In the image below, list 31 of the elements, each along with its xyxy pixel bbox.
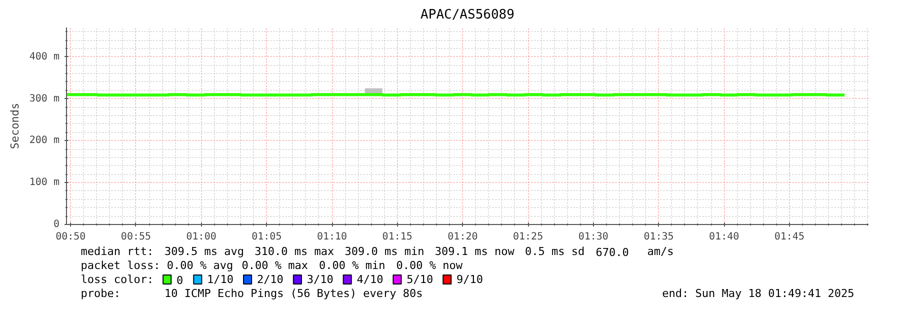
y-axis-title: Seconds [8,102,22,150]
text: end: Sun May 18 01:49:41 2025 [662,287,854,300]
legend-label: 4/10 [356,273,384,286]
x-tick-label: 01:10 [316,232,348,242]
text: median rtt: 309.5 ms avg 310.0 ms max 309.0 ms min 309.1 ms now 0.5 ms sd 670.0 am/s [80,245,674,259]
legend-label: 5/10 [406,273,434,286]
x-tick-label: 01:20 [448,232,478,242]
y-tick-label: 0 [53,219,60,230]
x-tick-label: 01:05 [252,232,282,242]
y-tick-label: 200 m [29,135,60,146]
text: probe: 10 ICMP Echo Pings (56 Bytes) every 80s [80,287,423,300]
x-tick-label: 01:40 [709,232,740,242]
x-tick-label: 01:25 [513,232,544,242]
x-tick-label: 01:35 [644,232,674,242]
x-tick-label: 01:15 [382,232,412,242]
x-tick-label: 01:30 [578,232,608,242]
legend-label: 2/10 [256,273,284,286]
y-tick-label: 100 m [29,177,60,188]
legend-label: 1/10 [207,273,234,286]
x-tick-label: 00:55 [120,232,152,242]
legend-label: 3/10 [306,273,334,286]
text: packet loss: 0.00 % avg 0.00 % max 0.00 % min 0.00 % now [80,259,463,272]
legend-label: 9/10 [456,273,484,286]
chart-title: APAC/AS56089 [420,8,514,22]
x-tick-label: 00:50 [56,232,86,242]
x-tick-label: 01:00 [186,232,216,242]
x-tick-label: 01:45 [774,232,804,242]
y-tick-label: 300 m [29,93,60,104]
legend-title: loss color: [80,273,154,286]
y-tick-label: 400 m [29,51,60,62]
legend-label: 0 [176,274,184,287]
